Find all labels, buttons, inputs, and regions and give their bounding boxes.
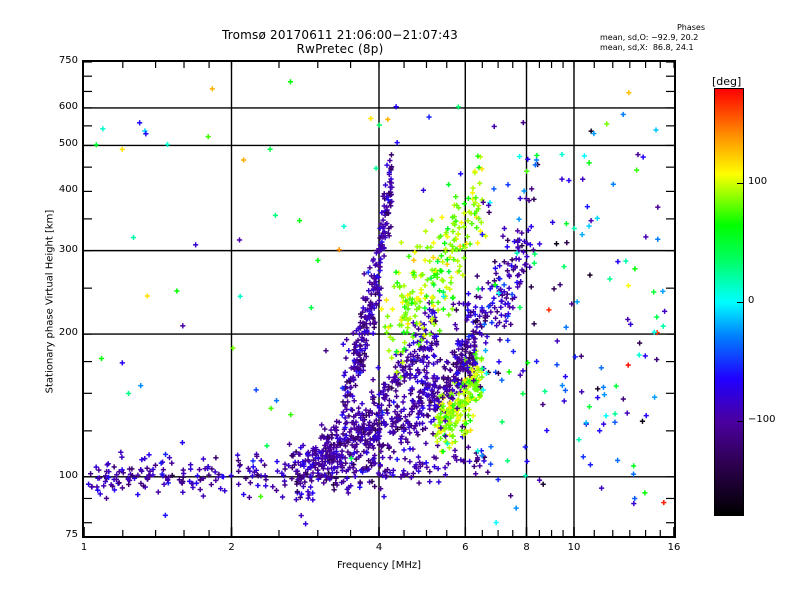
x-tick-label-4: 4 — [375, 542, 383, 553]
y-tick-label-300: 300 — [58, 243, 78, 255]
axis-tick-marks — [84, 62, 674, 536]
chart-title-line1: Tromsø 20170611 21:06:00−21:07:43 — [221, 28, 458, 42]
plot-area — [82, 60, 676, 538]
colorbar-units-label: [deg] — [712, 75, 742, 88]
colorbar-tick-mark — [737, 183, 744, 184]
x-tick-label-2: 2 — [228, 542, 235, 553]
x-tick-label-6: 6 — [462, 542, 469, 553]
y-tick-label-600: 600 — [58, 100, 78, 112]
y-tick-label-500: 500 — [58, 138, 78, 150]
y-tick-label-200: 200 — [58, 327, 78, 339]
y-axis-label: Stationary phase Virtual Height [km] — [44, 209, 56, 394]
y-tick-label-400: 400 — [58, 184, 78, 196]
x-tick-label-8: 8 — [523, 542, 530, 553]
scatter-points — [85, 79, 668, 527]
colorbar-tick-mark — [737, 421, 744, 422]
scatter-plot-svg — [84, 62, 674, 536]
chart-title-line2: RwPretec (8p) — [296, 42, 384, 56]
colorbar-tick-label-1: 0 — [748, 295, 755, 306]
x-tick-label-10: 10 — [567, 542, 581, 553]
x-tick-label-1: 1 — [80, 542, 88, 553]
phases-annotation-heading: Phases — [676, 23, 706, 32]
colorbar-tick-label-0: 100 — [748, 176, 768, 188]
y-tick-label-100: 100 — [58, 469, 78, 481]
y-tick-label-75: 75 — [65, 529, 78, 540]
x-axis-label: Frequency [MHz] — [336, 560, 422, 571]
colorbar-tick-mark — [737, 302, 744, 303]
colorbar-tick-label-2: −100 — [748, 413, 776, 425]
x-tick-label-16: 16 — [667, 542, 681, 553]
y-tick-label-750: 750 — [58, 55, 78, 66]
phases-annotation-x-mode: mean, sd,X: 86.8, 24.1 — [600, 43, 694, 52]
phases-annotation-o-mode: mean, sd,O: −92.9, 20.2 — [600, 33, 699, 42]
